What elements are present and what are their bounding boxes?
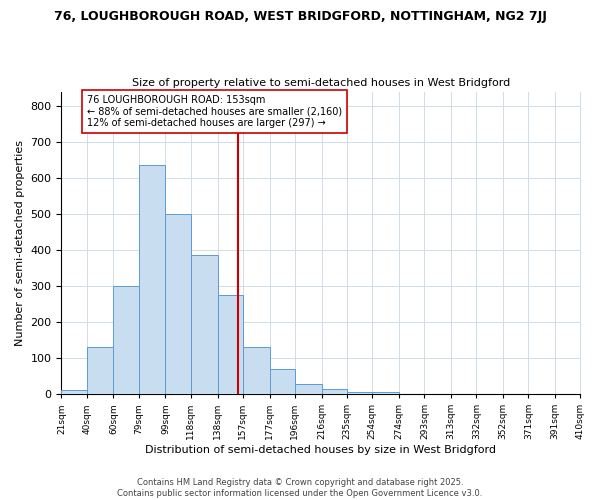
Text: Contains HM Land Registry data © Crown copyright and database right 2025.
Contai: Contains HM Land Registry data © Crown c…: [118, 478, 482, 498]
Text: 76 LOUGHBOROUGH ROAD: 153sqm
← 88% of semi-detached houses are smaller (2,160)
1: 76 LOUGHBOROUGH ROAD: 153sqm ← 88% of se…: [87, 95, 342, 128]
Bar: [373, 392, 399, 394]
Bar: [243, 347, 269, 394]
Text: 76, LOUGHBOROUGH ROAD, WEST BRIDGFORD, NOTTINGHAM, NG2 7JJ: 76, LOUGHBOROUGH ROAD, WEST BRIDGFORD, N…: [53, 10, 547, 23]
Bar: [113, 286, 139, 394]
Bar: [166, 214, 191, 394]
Bar: [218, 295, 243, 394]
Title: Size of property relative to semi-detached houses in West Bridgford: Size of property relative to semi-detach…: [132, 78, 510, 88]
Bar: [191, 256, 218, 394]
Bar: [295, 384, 322, 394]
X-axis label: Distribution of semi-detached houses by size in West Bridgford: Distribution of semi-detached houses by …: [145, 445, 496, 455]
Bar: [347, 392, 373, 394]
Bar: [61, 390, 87, 394]
Bar: [322, 390, 347, 394]
Y-axis label: Number of semi-detached properties: Number of semi-detached properties: [15, 140, 25, 346]
Bar: [269, 369, 295, 394]
Bar: [87, 347, 113, 394]
Bar: [139, 166, 166, 394]
